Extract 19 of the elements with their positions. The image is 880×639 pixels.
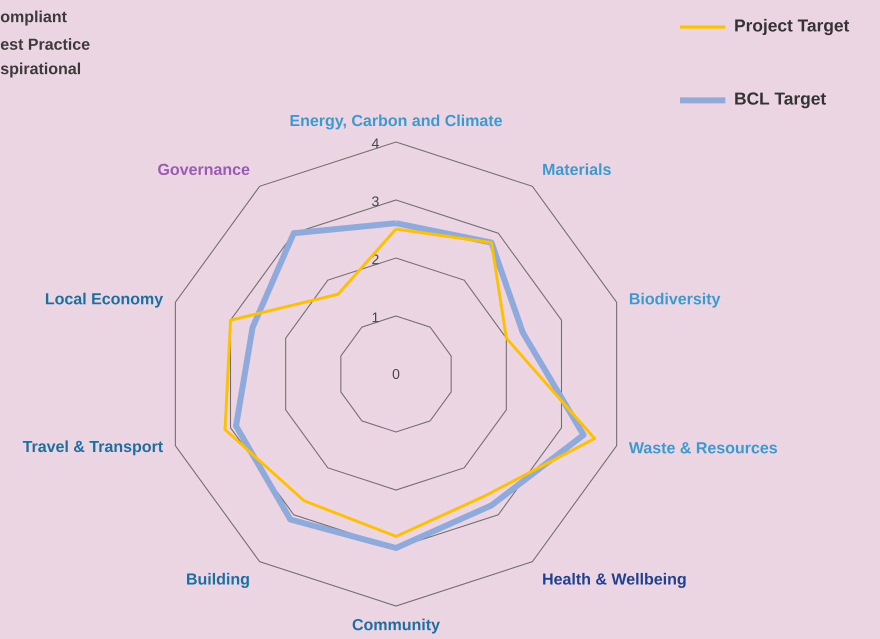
y-tick-label: 3 [372, 196, 379, 206]
spoke-label: Community [352, 618, 440, 634]
spoke-label: Waste & Resources [628, 442, 777, 454]
y-tick-label: 1 [372, 312, 379, 322]
text: ompliant [0, 10, 67, 26]
text: est Practice [0, 38, 90, 50]
text: spirational [0, 62, 80, 78]
spoke-label: Governance [158, 164, 250, 176]
legend-label: BCL Target [735, 92, 826, 108]
spoke-label: Biodiversity [630, 292, 720, 308]
legend-label: Project Target [735, 18, 850, 36]
spoke-label: Materials [543, 163, 611, 176]
spoke-label: Energy, Carbon and Climate [290, 114, 502, 130]
y-tick-label: 0 [392, 369, 400, 379]
spoke-label: Health & Wellbeing [543, 572, 686, 588]
spoke-label: Local Economy [46, 292, 164, 308]
spoke-label: Travel & Transport [22, 440, 163, 456]
y-tick-label: 4 [372, 138, 379, 148]
spoke-label: Building [187, 572, 249, 588]
